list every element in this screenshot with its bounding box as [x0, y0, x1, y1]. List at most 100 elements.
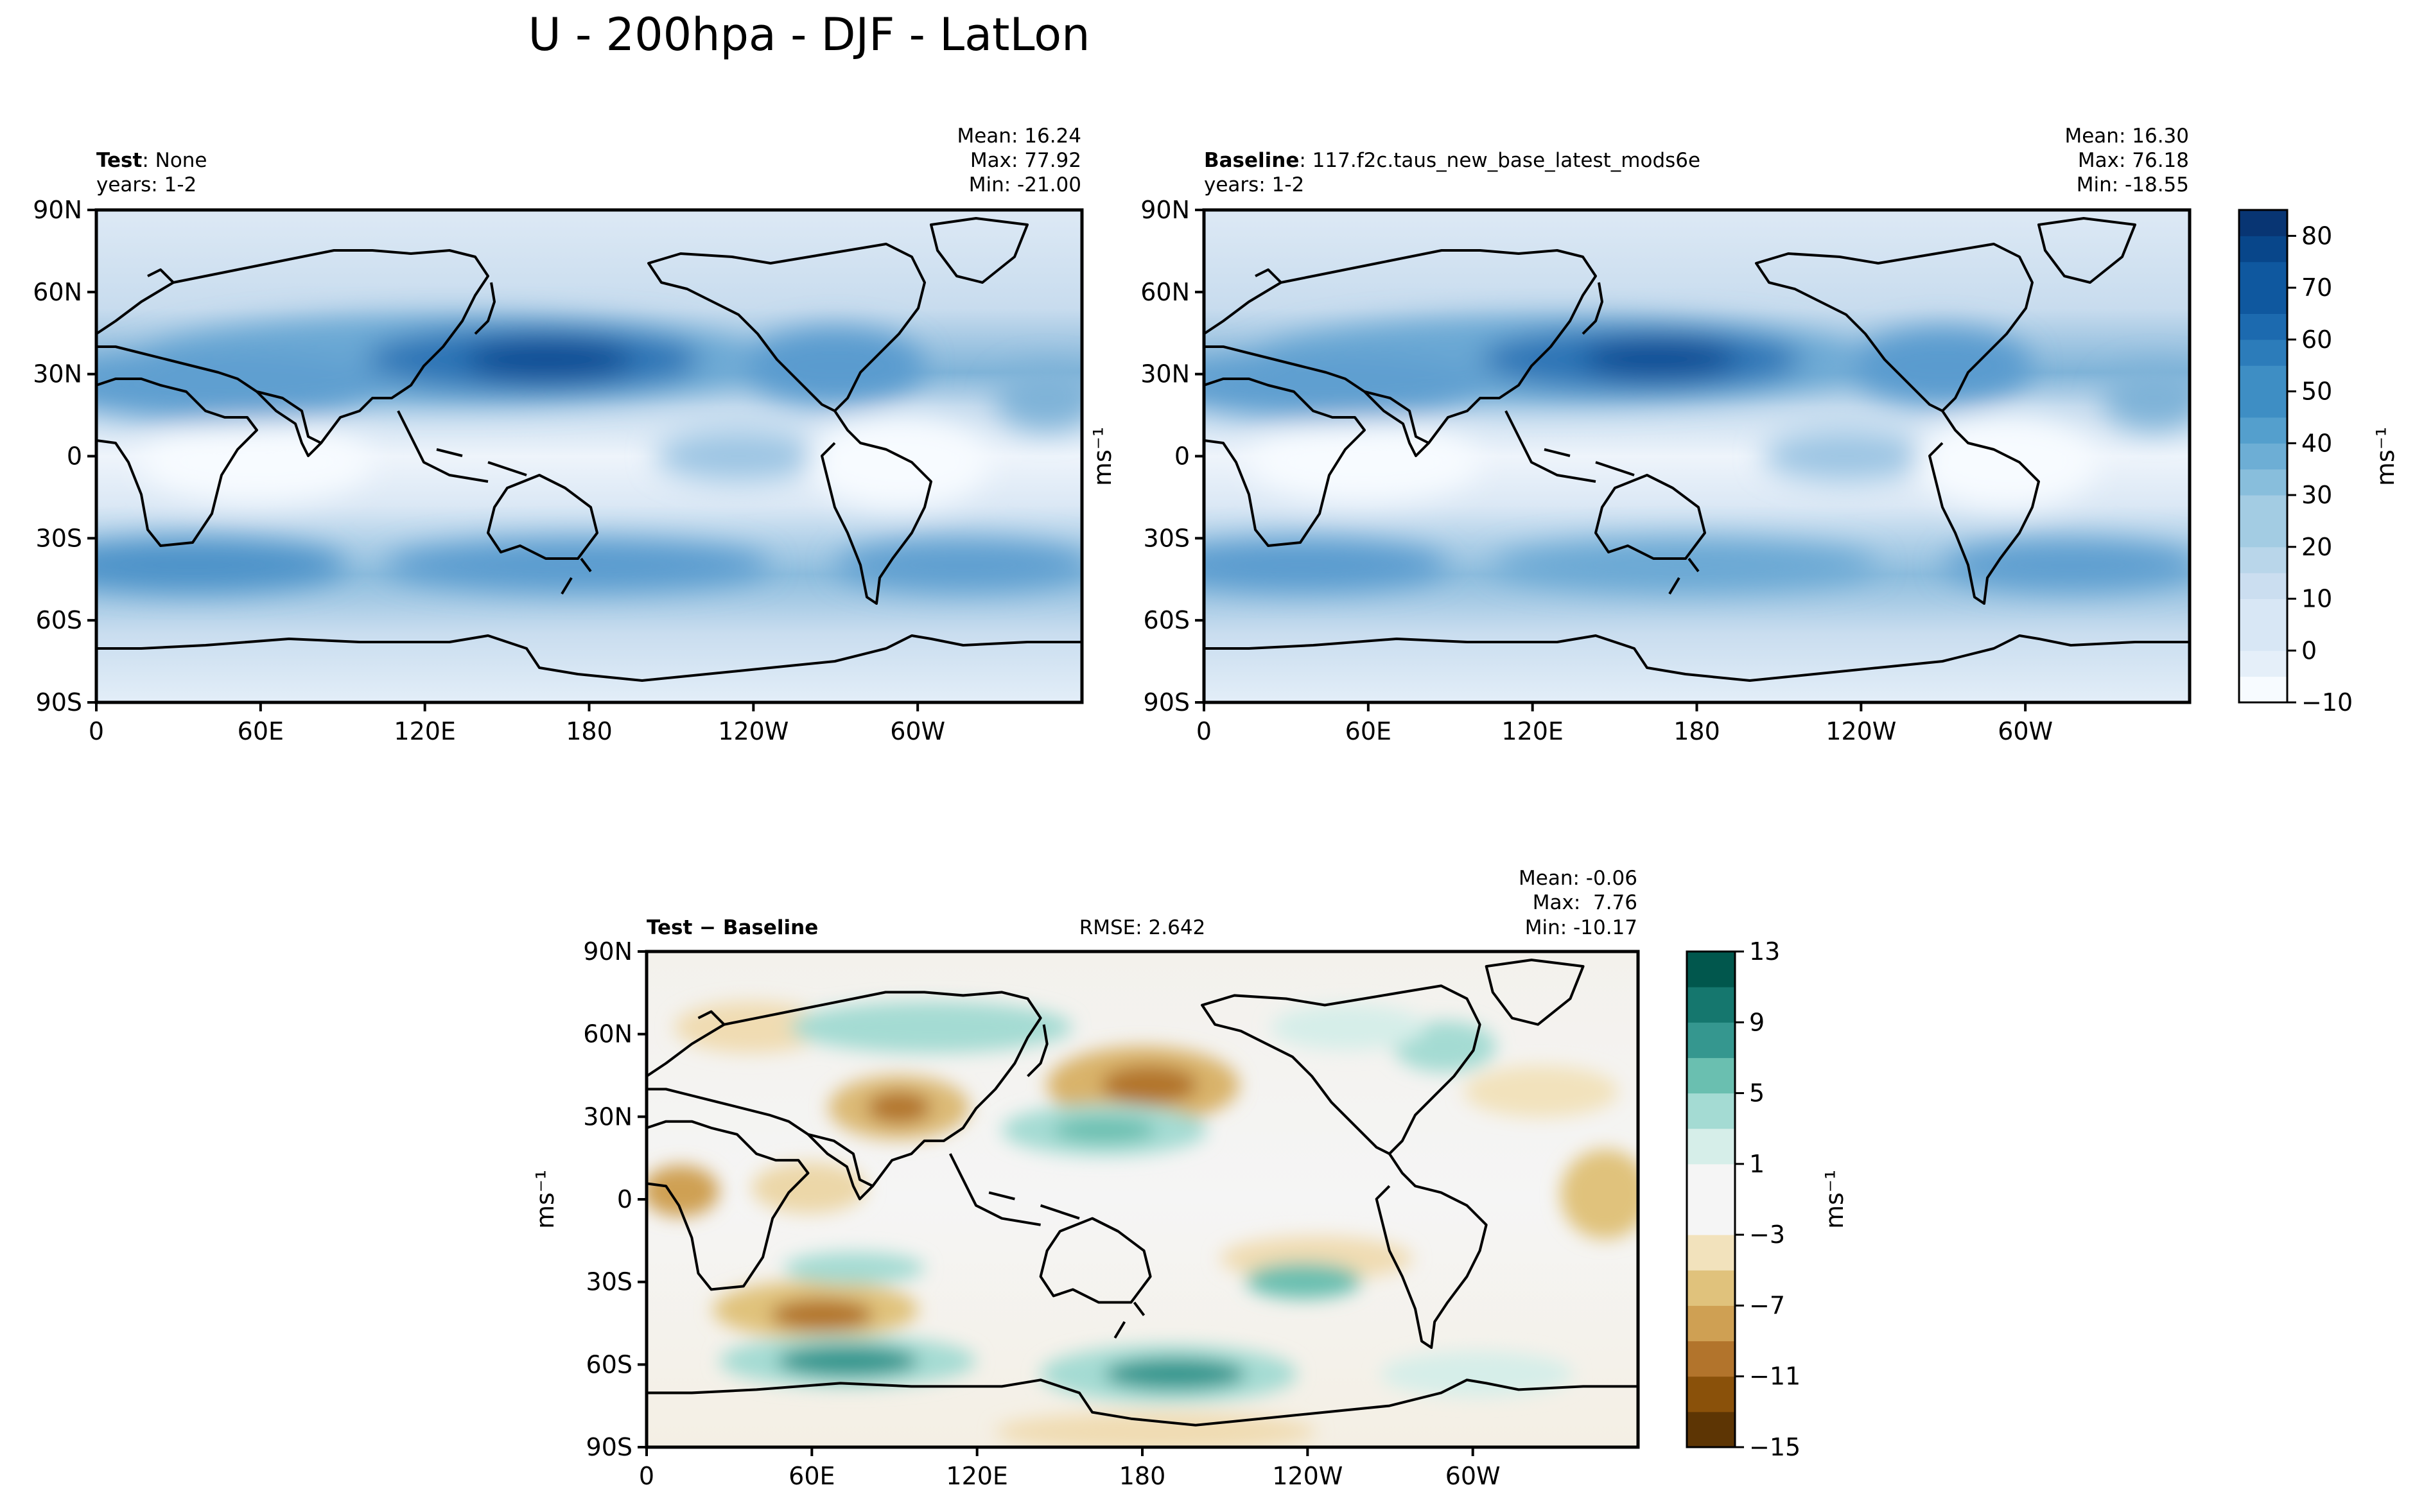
- field-blobs: [1204, 316, 2190, 591]
- panel-baseline-ticks: 0 60E 120E 180 120W 60W 90N 60N 30N 0 30S 60S 90S: [1140, 196, 2053, 745]
- lon-tick-label: 60W: [890, 717, 945, 745]
- lat-tick-label: 90N: [583, 937, 632, 966]
- colorbar-segment: [2239, 624, 2287, 651]
- panel-diff: Test − Baseline RMSE: 2.642 Mean: -0.06 …: [531, 867, 1640, 1490]
- colorbar-segment: [2239, 365, 2287, 392]
- lon-tick-label: 60E: [789, 1462, 835, 1490]
- lat-tick-label: 0: [1174, 442, 1190, 471]
- lat-tick-label: 0: [617, 1185, 632, 1213]
- colorbar-tick-label: 1: [1749, 1150, 1765, 1178]
- colorbar-segment: [1687, 1163, 1735, 1200]
- colorbar-frame: [1686, 950, 1736, 1448]
- colorbar-frame: [2238, 209, 2289, 704]
- panel-test-field: [96, 210, 1082, 702]
- colorbar-segment: [2239, 236, 2287, 263]
- lat-tick-label: 30N: [33, 360, 82, 388]
- colorbar-segment: [2239, 650, 2287, 677]
- colorbar-tick-label: −15: [1749, 1433, 1800, 1461]
- panel-baseline-label: Baseline: 117.f2c.taus_new_base_latest_m…: [1204, 149, 1700, 172]
- lon-tick-label: 60E: [1345, 717, 1391, 745]
- lat-tick-label: 30N: [583, 1102, 632, 1131]
- lon-tick-label: 120E: [946, 1462, 1008, 1490]
- colorbar-sequential-label: ms⁻¹: [2371, 427, 2400, 486]
- panel-test-mean: Mean: 16.24: [957, 125, 1081, 148]
- colorbar-tick-label: 70: [2301, 274, 2332, 302]
- lon-tick-label: 120W: [718, 717, 789, 745]
- panel-diff-mean: Mean: -0.06: [1519, 867, 1637, 890]
- colorbar-segment: [1687, 1057, 1735, 1094]
- panel-test-ticks: 0 60E 120E 180 120W 60W 90N 60N 30N 0 30S 60S 90S: [33, 196, 945, 745]
- colorbar-tick-label: 5: [1749, 1079, 1765, 1108]
- field-blobs: [96, 315, 1082, 592]
- field-blobs: [647, 1002, 1638, 1447]
- colorbar-segment: [1687, 1128, 1735, 1165]
- lon-tick-label: 180: [1673, 717, 1720, 745]
- colorbar-segment: [2239, 313, 2287, 340]
- colorbar-segment: [2239, 598, 2287, 625]
- lon-tick-label: 0: [639, 1462, 654, 1490]
- panel-diff-min: Min: -10.17: [1525, 916, 1637, 939]
- coastlines: [647, 959, 1638, 1427]
- panel-diff-ticks: 0 60E 120E 180 120W 60W 90N 60N 30N 0 30S 60S 90S: [583, 937, 1500, 1490]
- panel-diff-max: Max: 7.76: [1533, 891, 1637, 914]
- lat-tick-label: 90S: [1144, 688, 1190, 717]
- lon-tick-label: 60W: [1998, 717, 2053, 745]
- panel-baseline-years: years: 1-2: [1204, 173, 1304, 196]
- panel-baseline-field: [1204, 210, 2190, 702]
- colorbar-segment: [2239, 495, 2287, 521]
- colorbar-segment: [1687, 1411, 1735, 1448]
- panel-diff-ylabel: ms⁻¹: [531, 1170, 559, 1229]
- colorbar-segment: [2239, 391, 2287, 418]
- lon-tick-label: 120E: [394, 717, 456, 745]
- colorbar-tick-label: 60: [2301, 326, 2332, 354]
- lat-tick-label: 60S: [586, 1350, 632, 1378]
- colorbar-segment: [2239, 417, 2287, 444]
- lon-tick-label: 120W: [1826, 717, 1896, 745]
- panel-baseline-ylabel: ms⁻¹: [1088, 427, 1117, 486]
- colorbar-tick-label: 40: [2301, 429, 2332, 457]
- colorbar-segment: [1687, 952, 1735, 987]
- colorbar-segment: [1687, 1199, 1735, 1235]
- colorbar-segment: [2239, 288, 2287, 314]
- panel-test-label-rest: : None: [142, 149, 207, 172]
- colorbar-segment: [2239, 210, 2287, 236]
- colorbar-tick-label: 10: [2301, 585, 2332, 613]
- lon-tick-label: 180: [1119, 1462, 1166, 1490]
- colorbar-tick-label: −7: [1749, 1291, 1785, 1319]
- lat-tick-label: 30N: [1140, 360, 1190, 388]
- lat-tick-label: 90N: [1140, 196, 1190, 224]
- lat-tick-label: 60N: [583, 1020, 632, 1048]
- lat-tick-label: 60S: [1144, 606, 1190, 634]
- panel-diff-rmse: RMSE: 2.642: [1079, 916, 1206, 939]
- panel-test: Test: None years: 1-2 Mean: 16.24 Max: 7…: [33, 125, 1084, 745]
- colorbar-segment: [2239, 676, 2287, 703]
- panel-baseline-label-rest: : 117.f2c.taus_new_base_latest_mods6e: [1299, 149, 1700, 172]
- coastlines: [1204, 217, 2190, 682]
- coastlines: [96, 217, 1082, 682]
- lat-tick-label: 90N: [33, 196, 82, 224]
- panel-diff-field: [647, 952, 1638, 1447]
- panel-test-label-bold: Test: [96, 149, 143, 172]
- panel-test-years: years: 1-2: [96, 173, 196, 196]
- colorbar-tick-label: 80: [2301, 222, 2332, 250]
- lat-tick-label: 30S: [1144, 524, 1190, 552]
- colorbar-segment: [2239, 469, 2287, 496]
- lon-tick-label: 120E: [1501, 717, 1564, 745]
- colorbar-tick-label: −3: [1749, 1221, 1785, 1249]
- colorbar-segment: [1687, 1376, 1735, 1412]
- colorbar-segment: [2239, 443, 2287, 470]
- lon-tick-label: 180: [566, 717, 613, 745]
- colorbar-segment: [2239, 339, 2287, 366]
- lon-tick-label: 60E: [238, 717, 284, 745]
- panel-baseline-mean: Mean: 16.30: [2064, 125, 2189, 148]
- colorbar-segment: [2239, 521, 2287, 548]
- colorbar-segment: [1687, 1341, 1735, 1377]
- lon-tick-label: 60W: [1445, 1462, 1501, 1490]
- panel-test-label: Test: None: [96, 149, 207, 172]
- colorbar-tick-label: −11: [1749, 1362, 1800, 1391]
- colorbar-tick-label: 50: [2301, 378, 2332, 406]
- lat-tick-label: 60S: [36, 606, 82, 634]
- panel-baseline-min: Min: -18.55: [2077, 173, 2189, 196]
- lon-tick-label: 0: [1196, 717, 1212, 745]
- figure-title: U - 200hpa - DJF - LatLon: [528, 8, 1090, 61]
